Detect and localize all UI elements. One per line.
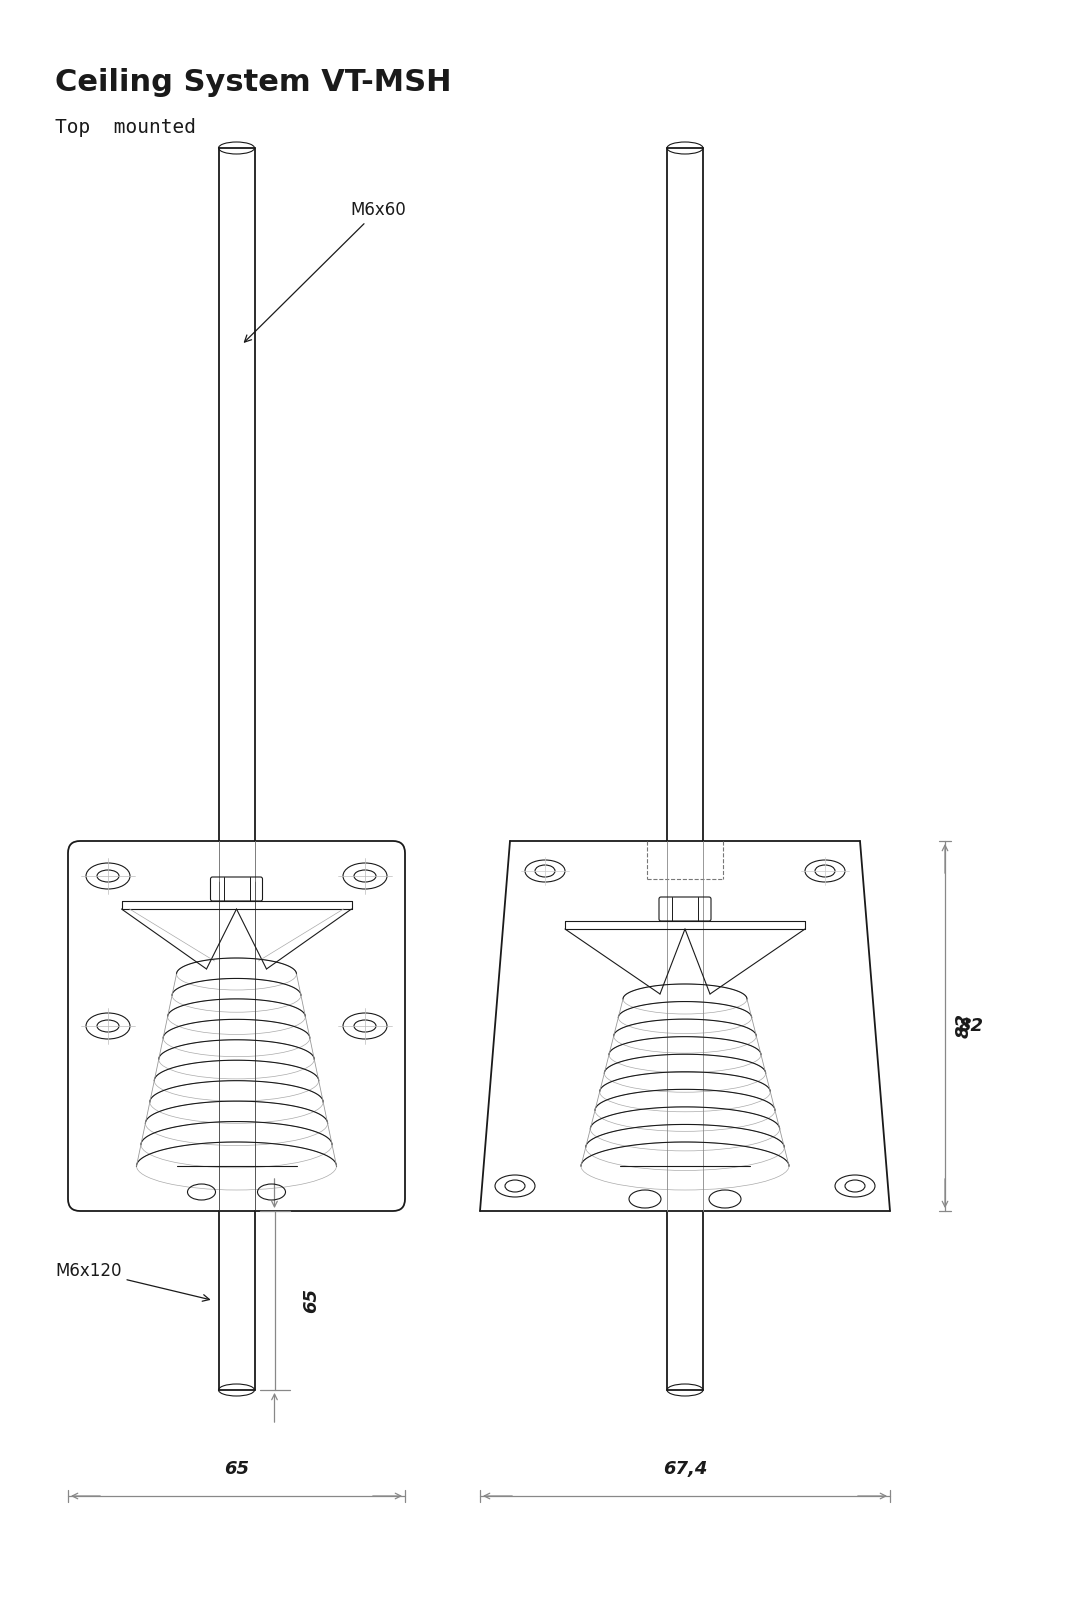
Text: 65: 65 bbox=[224, 1460, 249, 1478]
Text: M6x60: M6x60 bbox=[244, 202, 406, 343]
Text: 65: 65 bbox=[303, 1287, 321, 1313]
Text: M6x120: M6x120 bbox=[55, 1262, 209, 1302]
Text: 67,4: 67,4 bbox=[662, 1460, 708, 1478]
Text: Ceiling System VT-MSH: Ceiling System VT-MSH bbox=[55, 67, 451, 98]
Text: 82: 82 bbox=[955, 1013, 973, 1039]
Text: Top  mounted: Top mounted bbox=[55, 118, 196, 138]
Text: 82: 82 bbox=[959, 1017, 984, 1034]
